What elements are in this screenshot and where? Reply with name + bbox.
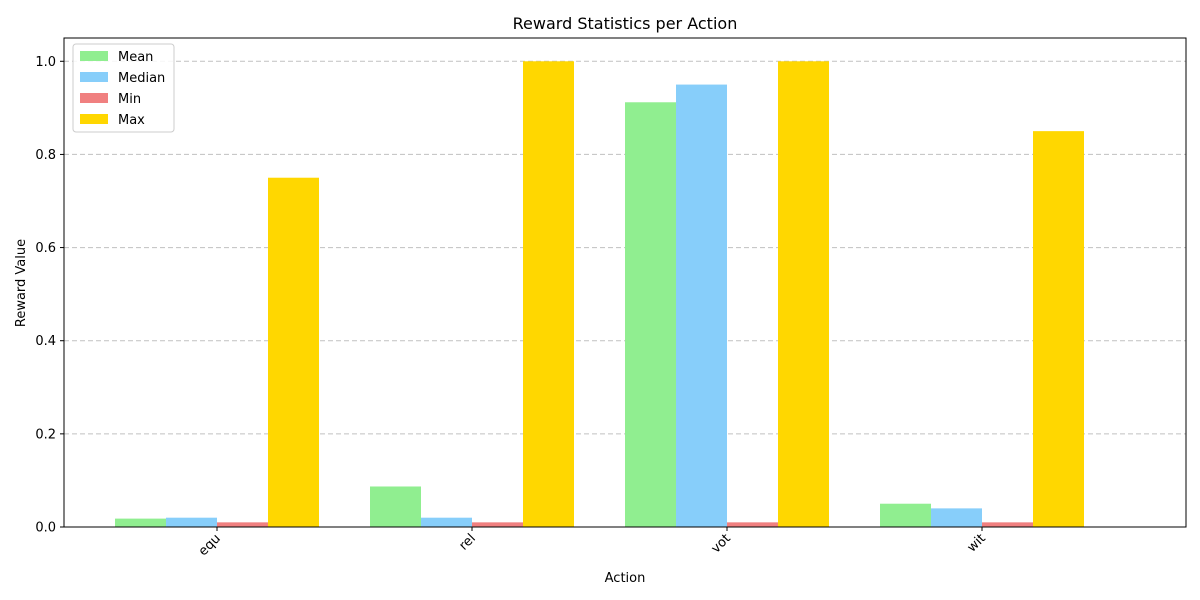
y-tick-label: 1.0 bbox=[35, 55, 56, 70]
bar-min-vot bbox=[727, 522, 778, 527]
x-tick-label: wit bbox=[965, 531, 989, 555]
chart-title: Reward Statistics per Action bbox=[513, 14, 738, 33]
y-tick-label: 0.4 bbox=[35, 334, 56, 349]
plot-frame bbox=[63, 37, 1187, 528]
bar-mean-equ bbox=[115, 518, 166, 527]
y-axis-label: Reward Value bbox=[14, 239, 29, 327]
bar-max-rel bbox=[523, 61, 574, 528]
bar-min-equ bbox=[217, 522, 268, 527]
bar-mean-vot bbox=[625, 102, 676, 528]
bar-median-vot bbox=[676, 84, 727, 528]
bar-median-wit bbox=[931, 508, 982, 527]
y-tick-label: 0.0 bbox=[35, 521, 56, 536]
legend-box bbox=[72, 43, 175, 133]
bars bbox=[115, 61, 1084, 528]
y-tick-label: 0.8 bbox=[35, 148, 56, 163]
legend-label-mean: Mean bbox=[118, 50, 153, 65]
bar-max-equ bbox=[268, 177, 319, 527]
legend-swatch-mean bbox=[80, 51, 108, 61]
bar-median-equ bbox=[166, 517, 217, 527]
x-tick-label: equ bbox=[196, 531, 224, 559]
legend-label-min: Min bbox=[118, 92, 141, 107]
y-axis-ticks: 0.0 0.2 0.4 0.6 0.8 1.0 bbox=[35, 55, 64, 536]
bar-max-vot bbox=[778, 61, 829, 528]
legend: Mean Median Min Max bbox=[72, 43, 175, 133]
legend-label-max: Max bbox=[118, 113, 145, 128]
legend-swatch-max bbox=[80, 114, 108, 124]
x-tick-label: rel bbox=[456, 531, 478, 553]
bar-max-wit bbox=[1033, 131, 1084, 527]
legend-label-median: Median bbox=[118, 71, 165, 86]
x-axis-ticks: equ rel vot wit bbox=[196, 527, 989, 559]
bar-min-wit bbox=[982, 522, 1033, 527]
bar-min-rel bbox=[472, 522, 523, 527]
x-tick-label: vot bbox=[709, 531, 734, 556]
bar-median-rel bbox=[421, 517, 472, 527]
legend-swatch-median bbox=[80, 72, 108, 82]
x-axis-label: Action bbox=[605, 571, 646, 586]
y-tick-label: 0.6 bbox=[35, 241, 56, 256]
bar-mean-wit bbox=[880, 503, 931, 527]
axes bbox=[63, 37, 1187, 528]
y-tick-label: 0.2 bbox=[35, 427, 56, 442]
legend-swatch-min bbox=[80, 93, 108, 103]
bar-mean-rel bbox=[370, 486, 421, 527]
